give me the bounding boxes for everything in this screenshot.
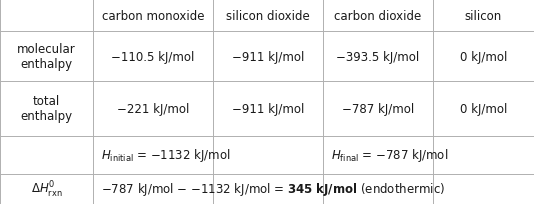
Text: −393.5 kJ/mol: −393.5 kJ/mol xyxy=(336,50,420,63)
Text: $\Delta H^0_{\mathrm{rxn}}$: $\Delta H^0_{\mathrm{rxn}}$ xyxy=(30,179,62,199)
Text: silicon dioxide: silicon dioxide xyxy=(226,9,310,22)
Text: molecular
enthalpy: molecular enthalpy xyxy=(17,43,76,71)
Text: $\mathit{H}_{\mathrm{initial}}$ = −1132 kJ/mol: $\mathit{H}_{\mathrm{initial}}$ = −1132 … xyxy=(101,147,231,164)
Text: $\mathit{H}_{\mathrm{final}}$ = −787 kJ/mol: $\mathit{H}_{\mathrm{final}}$ = −787 kJ/… xyxy=(331,147,449,164)
Text: carbon monoxide: carbon monoxide xyxy=(102,9,204,22)
Text: −911 kJ/mol: −911 kJ/mol xyxy=(232,50,304,63)
Text: 0 kJ/mol: 0 kJ/mol xyxy=(460,102,507,115)
Text: total
enthalpy: total enthalpy xyxy=(20,95,73,123)
Text: −787 kJ/mol − −1132 kJ/mol = $\mathbf{345\ kJ/mol}$ (endothermic): −787 kJ/mol − −1132 kJ/mol = $\mathbf{34… xyxy=(101,181,445,197)
Text: silicon: silicon xyxy=(465,9,502,22)
Text: −787 kJ/mol: −787 kJ/mol xyxy=(342,102,414,115)
Text: 0 kJ/mol: 0 kJ/mol xyxy=(460,50,507,63)
Text: −911 kJ/mol: −911 kJ/mol xyxy=(232,102,304,115)
Text: −221 kJ/mol: −221 kJ/mol xyxy=(117,102,189,115)
Text: carbon dioxide: carbon dioxide xyxy=(334,9,422,22)
Text: −110.5 kJ/mol: −110.5 kJ/mol xyxy=(111,50,195,63)
